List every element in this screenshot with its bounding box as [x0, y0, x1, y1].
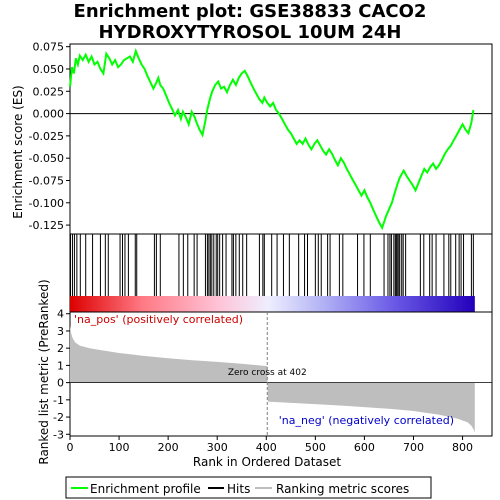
metric-ytick-label: 3	[57, 325, 64, 338]
es-ytick-label: -0.025	[29, 130, 64, 143]
legend-box	[65, 476, 432, 499]
legend: Enrichment profile Hits Ranking metric s…	[65, 476, 432, 499]
es-ytick-label: 0.050	[33, 63, 65, 76]
metric-ytick-label: -1	[53, 394, 64, 407]
chart-title-line1: Enrichment plot: GSE38833 CACO2	[73, 1, 427, 22]
metric-xtick-label: 700	[403, 441, 424, 454]
neg-correlated-label: 'na_neg' (negatively correlated)	[279, 414, 454, 427]
metric-xtick-label: 0	[67, 441, 74, 454]
es-ytick-label: -0.050	[29, 152, 64, 165]
metric-xtick-label: 100	[109, 441, 130, 454]
metric-ytick-label: -2	[53, 411, 64, 424]
zero-cross-label: Zero cross at 402	[228, 368, 307, 378]
metric-ytick-label: 1	[57, 359, 64, 372]
metric-xtick-label: 300	[207, 441, 228, 454]
rank-gradient-bar	[70, 296, 475, 312]
ranked-metric-panel: Zero cross at 402 'na_pos' (positively co…	[53, 308, 493, 454]
enrichment-score-panel: 0.075 0.050 0.025 0.000 -0.025 -0.050 -0.075 -0…	[29, 41, 493, 235]
chart-title: Enrichment plot: GSE38833 CACO2 HYDROXYT…	[0, 1, 500, 43]
metric-xtick-label: 200	[158, 441, 179, 454]
chart-title-line2: HYDROXYTYROSOL 10UM 24H	[98, 22, 402, 43]
metric-ytick-label: 0	[57, 377, 64, 390]
ranking-metric-area	[70, 325, 475, 433]
legend-hits-label: Hits	[227, 482, 250, 496]
metric-xtick-label: 500	[305, 441, 326, 454]
es-axis-label: Enrichment score (ES)	[11, 85, 25, 218]
legend-metric-label: Ranking metric scores	[276, 482, 409, 496]
metric-ytick-label: 4	[57, 308, 64, 321]
legend-enrichment-label: Enrichment profile	[90, 482, 201, 496]
metric-ytick-label: -3	[53, 428, 64, 441]
metric-xtick-label: 800	[452, 441, 473, 454]
metric-axis-label: Ranked list metric (PreRanked)	[37, 279, 51, 464]
rank-color-bar	[70, 296, 475, 312]
metric-xtick-label: 600	[354, 441, 375, 454]
es-ytick-label: 0.075	[33, 41, 65, 54]
metric-xtick-label: 400	[256, 441, 277, 454]
es-ytick-label: -0.075	[29, 174, 64, 187]
x-axis-label: Rank in Ordered Dataset	[193, 455, 341, 469]
metric-ytick-label: 2	[57, 342, 64, 355]
pos-correlated-label: 'na_pos' (positively correlated)	[74, 313, 243, 326]
es-ytick-label: -0.100	[29, 197, 64, 210]
enrichment-profile-line	[69, 48, 475, 231]
es-ytick-label: -0.125	[29, 219, 64, 232]
es-ytick-label: 0.025	[33, 85, 65, 98]
es-plot-frame	[69, 43, 493, 235]
es-ytick-label: 0.000	[33, 108, 65, 121]
